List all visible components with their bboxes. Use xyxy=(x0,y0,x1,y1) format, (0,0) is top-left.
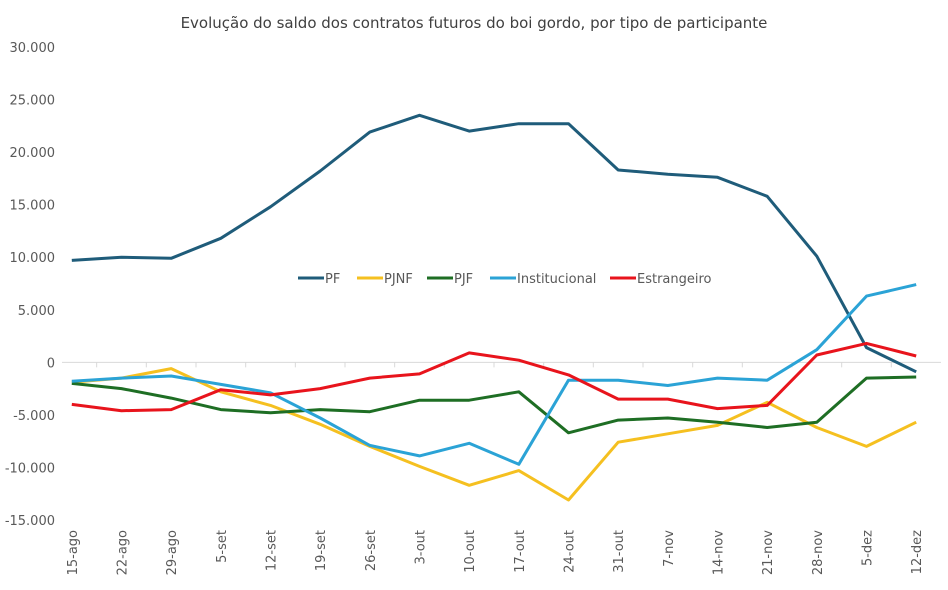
x-tick-label: 5-dez xyxy=(861,530,876,566)
legend-item-pjf: PJF xyxy=(427,272,473,287)
legend-label: PF xyxy=(325,272,340,287)
x-tick-label: 21-nov xyxy=(761,530,776,575)
legend-item-estrangeiro: Estrangeiro xyxy=(610,272,712,287)
legend-label: Estrangeiro xyxy=(637,272,712,287)
x-tick-label: 17-out xyxy=(513,530,528,573)
x-tick-label: 15-ago xyxy=(66,530,81,575)
y-axis: 30.000 25.000 20.000 15.000 10.000 5.000 0 -5.0… xyxy=(5,41,55,529)
legend-label: PJNF xyxy=(384,272,413,287)
y-tick-label: 20.000 xyxy=(10,146,56,161)
x-tick-label: 14-nov xyxy=(712,530,727,575)
x-tick-label: 5-set xyxy=(215,530,230,563)
x-tick-label: 29-ago xyxy=(165,530,180,575)
y-tick-label: 25.000 xyxy=(10,94,56,109)
legend-label: Institucional xyxy=(517,272,596,287)
y-tick-label: -5.000 xyxy=(13,409,55,424)
x-tick-label: 12-dez xyxy=(910,530,925,574)
y-tick-label: -10.000 xyxy=(5,461,55,476)
legend-item-pjnf: PJNF xyxy=(357,272,413,287)
x-tick-label: 10-out xyxy=(463,530,478,573)
x-tick-label: 31-out xyxy=(612,530,627,573)
y-tick-label: 10.000 xyxy=(10,251,56,266)
x-tick-label: 22-ago xyxy=(116,530,131,575)
y-tick-label: 0 xyxy=(47,356,55,371)
x-tick-label: 26-set xyxy=(364,530,379,571)
legend-label: PJF xyxy=(454,272,473,287)
series-line-pjf xyxy=(71,375,917,435)
series-line-pf xyxy=(71,113,917,374)
x-tick-label: 24-out xyxy=(563,530,578,573)
legend: PF PJNF PJF Institucional Estrangeiro xyxy=(298,272,712,287)
y-tick-label: 5.000 xyxy=(18,304,55,319)
x-tick-label: 28-nov xyxy=(811,530,826,575)
x-axis: 15-ago 22-ago 29-ago 5-set 12-set 19-set 26-se… xyxy=(62,361,941,575)
x-tick-label: 3-out xyxy=(414,530,429,565)
x-tick-label: 7-nov xyxy=(662,530,677,567)
legend-item-institucional: Institucional xyxy=(490,272,596,287)
x-tick-label: 12-set xyxy=(265,530,280,571)
y-tick-label: 15.000 xyxy=(10,199,56,214)
y-tick-label: 30.000 xyxy=(10,41,56,56)
x-tick-label: 19-set xyxy=(314,530,329,571)
legend-item-pf: PF xyxy=(298,272,340,287)
series-line-pjnf xyxy=(71,367,917,502)
series-line-estrangeiro xyxy=(71,341,917,413)
series-lines xyxy=(71,113,917,502)
chart-title: Evolução do saldo dos contratos futuros … xyxy=(180,14,768,32)
y-tick-label: -15.000 xyxy=(5,514,55,529)
series-line-institucional xyxy=(71,283,917,466)
